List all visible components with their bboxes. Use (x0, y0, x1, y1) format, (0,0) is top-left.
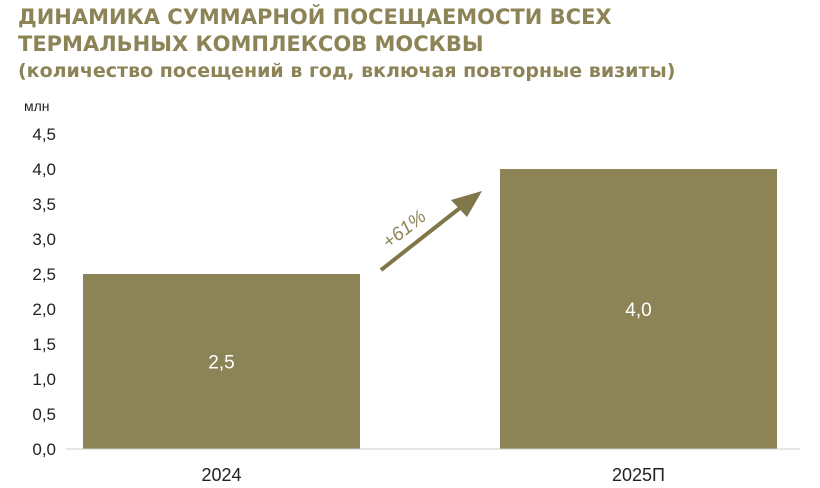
x-category-label: 2024 (201, 465, 241, 485)
bar-data-label: 2,5 (208, 353, 234, 374)
y-tick-label: 2,5 (32, 265, 56, 284)
y-tick-label: 4,0 (32, 160, 56, 179)
y-tick-label: 0,5 (32, 405, 56, 424)
data-labels: 2,5 4,0 (208, 300, 651, 374)
x-axis-categories: 2024 2025П (201, 465, 665, 485)
growth-annotation: +61% (379, 191, 482, 272)
arrow-up-right-icon (451, 191, 482, 217)
growth-label: +61% (379, 206, 431, 253)
title-line-1: ДИНАМИКА СУММАРНОЙ ПОСЕЩАЕМОСТИ ВСЕХ (18, 5, 612, 29)
y-tick-label: 0,0 (32, 440, 56, 459)
y-tick-label: 3,5 (32, 195, 56, 214)
y-tick-label: 4,5 (32, 125, 56, 144)
bar (500, 169, 777, 449)
y-tick-label: 3,0 (32, 230, 56, 249)
y-axis-ticks: 0,0 0,5 1,0 1,5 2,0 2,5 3,0 3,5 4,0 4,5 (32, 125, 56, 459)
x-category-label: 2025П (612, 465, 665, 485)
bar-data-label: 4,0 (625, 300, 651, 321)
y-tick-label: 1,0 (32, 370, 56, 389)
y-axis-unit: млн (24, 98, 50, 114)
y-tick-label: 2,0 (32, 300, 56, 319)
growth-arrow-shaft (379, 202, 467, 272)
chart-title: ДИНАМИКА СУММАРНОЙ ПОСЕЩАЕМОСТИ ВСЕХ ТЕР… (18, 4, 675, 85)
bars (83, 169, 777, 449)
chart-subtitle: (количество посещений в год, включая пов… (18, 60, 676, 82)
bar (83, 274, 360, 449)
title-line-2: ТЕРМАЛЬНЫХ КОМПЛЕКСОВ МОСКВЫ (18, 32, 484, 56)
y-tick-label: 1,5 (32, 335, 56, 354)
